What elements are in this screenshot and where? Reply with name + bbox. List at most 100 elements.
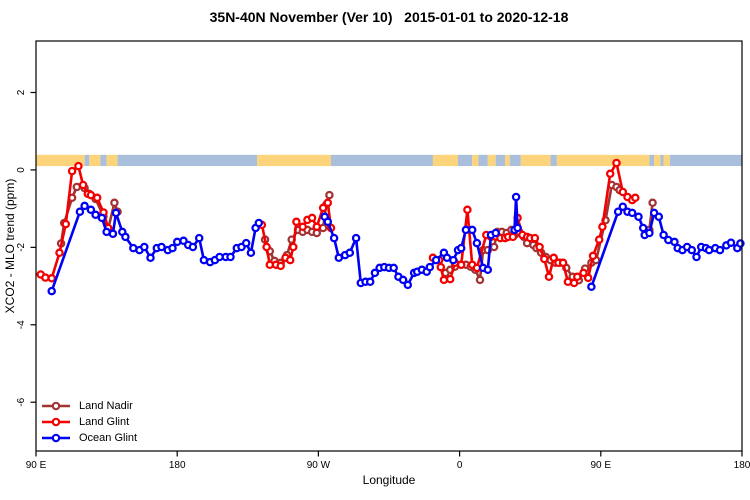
data-point-ocean-glint — [618, 202, 628, 211]
data-point-ocean-glint — [246, 248, 256, 258]
data-point-ocean-glint — [483, 265, 493, 275]
data-point-land-glint — [605, 169, 615, 179]
data-point-ocean-glint — [91, 210, 100, 220]
surface-band-land-segment — [505, 154, 510, 167]
surface-band-ocean-segment — [458, 154, 473, 167]
data-point-ocean-glint — [345, 248, 355, 258]
data-point-land-glint — [55, 248, 64, 258]
data-point-ocean-glint — [398, 275, 408, 285]
data-point-land-glint — [631, 193, 640, 203]
data-point-ocean-glint — [194, 233, 204, 243]
surface-band-ocean-segment — [550, 154, 557, 167]
data-point-land-glint — [569, 278, 579, 288]
data-point-land-glint — [535, 242, 544, 252]
data-point-land-glint — [456, 260, 466, 270]
data-point-ocean-glint — [111, 208, 121, 218]
data-point-land-glint — [323, 198, 333, 208]
data-point-ocean-glint — [715, 245, 725, 255]
data-point-ocean-glint — [323, 217, 333, 227]
data-point-ocean-glint — [467, 225, 477, 235]
data-point-land-glint — [318, 203, 328, 213]
data-point-ocean-glint — [86, 205, 96, 215]
data-point-land-glint — [618, 187, 628, 197]
surface-band-land-segment — [663, 154, 670, 167]
data-point-ocean-glint — [645, 228, 654, 238]
data-point-ocean-glint — [425, 262, 435, 272]
data-point-land-glint — [78, 180, 88, 190]
surface-band-land-segment — [556, 154, 650, 167]
data-point-ocean-glint — [587, 282, 596, 292]
data-point-land-glint — [544, 272, 554, 282]
legend-label-ocean-glint: Ocean Glint — [79, 432, 138, 444]
data-point-ocean-glint — [456, 243, 466, 253]
data-point-ocean-glint — [659, 230, 668, 240]
data-point-ocean-glint — [634, 212, 643, 222]
data-point-land-glint — [285, 255, 295, 265]
y-tick-label: -2 — [16, 242, 27, 251]
data-point-ocean-glint — [75, 207, 85, 216]
data-point-land-glint — [312, 222, 322, 232]
data-point-land-glint — [558, 258, 568, 268]
surface-band-ocean-segment — [649, 154, 655, 167]
surface-band-land-segment — [487, 154, 496, 167]
data-point-ocean-glint — [627, 208, 637, 218]
surface-band-ocean-segment — [117, 154, 258, 167]
data-point-land-glint — [598, 222, 607, 232]
data-point-ocean-glint — [449, 255, 458, 265]
surface-band-land-segment — [520, 154, 551, 167]
surface-band-ocean-segment — [669, 154, 742, 167]
plot-border — [35, 40, 743, 452]
legend-label-land-glint: Land Glint — [79, 416, 130, 428]
data-point-ocean-glint — [329, 233, 339, 243]
y-tick-label: -6 — [16, 397, 27, 406]
y-tick-label: -4 — [16, 320, 27, 329]
data-point-land-glint — [445, 274, 455, 284]
data-point-ocean-glint — [157, 242, 166, 252]
data-point-ocean-glint — [726, 238, 736, 247]
data-point-land-glint — [47, 274, 56, 283]
data-point-land-glint — [573, 272, 582, 282]
data-point-ocean-glint — [370, 268, 380, 278]
surface-band-land-segment — [472, 154, 479, 167]
data-point-land-glint — [436, 262, 446, 272]
data-point-land-glint — [508, 232, 518, 242]
data-point-land-glint — [579, 268, 588, 278]
surface-band-land-segment — [432, 154, 459, 167]
data-point-land-glint — [583, 273, 593, 283]
x-tick-label: 180 — [734, 460, 750, 471]
data-point-land-glint — [298, 222, 307, 232]
surface-band-land-segment — [654, 154, 661, 167]
data-point-land-nadir — [325, 190, 334, 200]
data-point-ocean-glint — [80, 201, 89, 211]
legend: Land Nadir Land Glint Ocean Glint — [41, 398, 137, 446]
data-point-land-glint — [74, 161, 83, 171]
data-point-ocean-glint — [654, 212, 664, 222]
data-point-ocean-glint — [491, 228, 500, 238]
data-point-land-glint — [530, 233, 540, 243]
data-point-land-glint — [61, 219, 71, 229]
data-point-land-nadir — [475, 275, 485, 285]
legend-marker-land-nadir — [42, 401, 70, 411]
data-point-ocean-glint — [389, 263, 398, 273]
x-tick-label: 180 — [169, 460, 186, 471]
data-point-land-glint — [276, 261, 285, 271]
data-point-ocean-glint — [47, 286, 56, 296]
legend-marker-ocean-glint — [42, 433, 70, 443]
data-point-ocean-glint — [108, 229, 118, 239]
data-point-land-glint — [307, 213, 317, 223]
data-point-ocean-glint — [226, 252, 235, 262]
surface-band-land-segment — [89, 154, 101, 167]
data-point-ocean-glint — [472, 238, 482, 248]
legend-item-land-glint: Land Glint — [41, 414, 137, 430]
data-point-land-nadir — [489, 242, 499, 252]
data-point-ocean-glint — [168, 243, 177, 253]
surface-band-land-segment — [36, 154, 85, 167]
data-point-ocean-glint — [403, 280, 413, 290]
data-point-land-glint — [262, 242, 271, 252]
legend-marker-land-glint — [42, 417, 70, 427]
data-point-ocean-glint — [351, 233, 361, 243]
legend-item-ocean-glint: Ocean Glint — [41, 430, 137, 446]
data-point-ocean-glint — [172, 237, 182, 247]
